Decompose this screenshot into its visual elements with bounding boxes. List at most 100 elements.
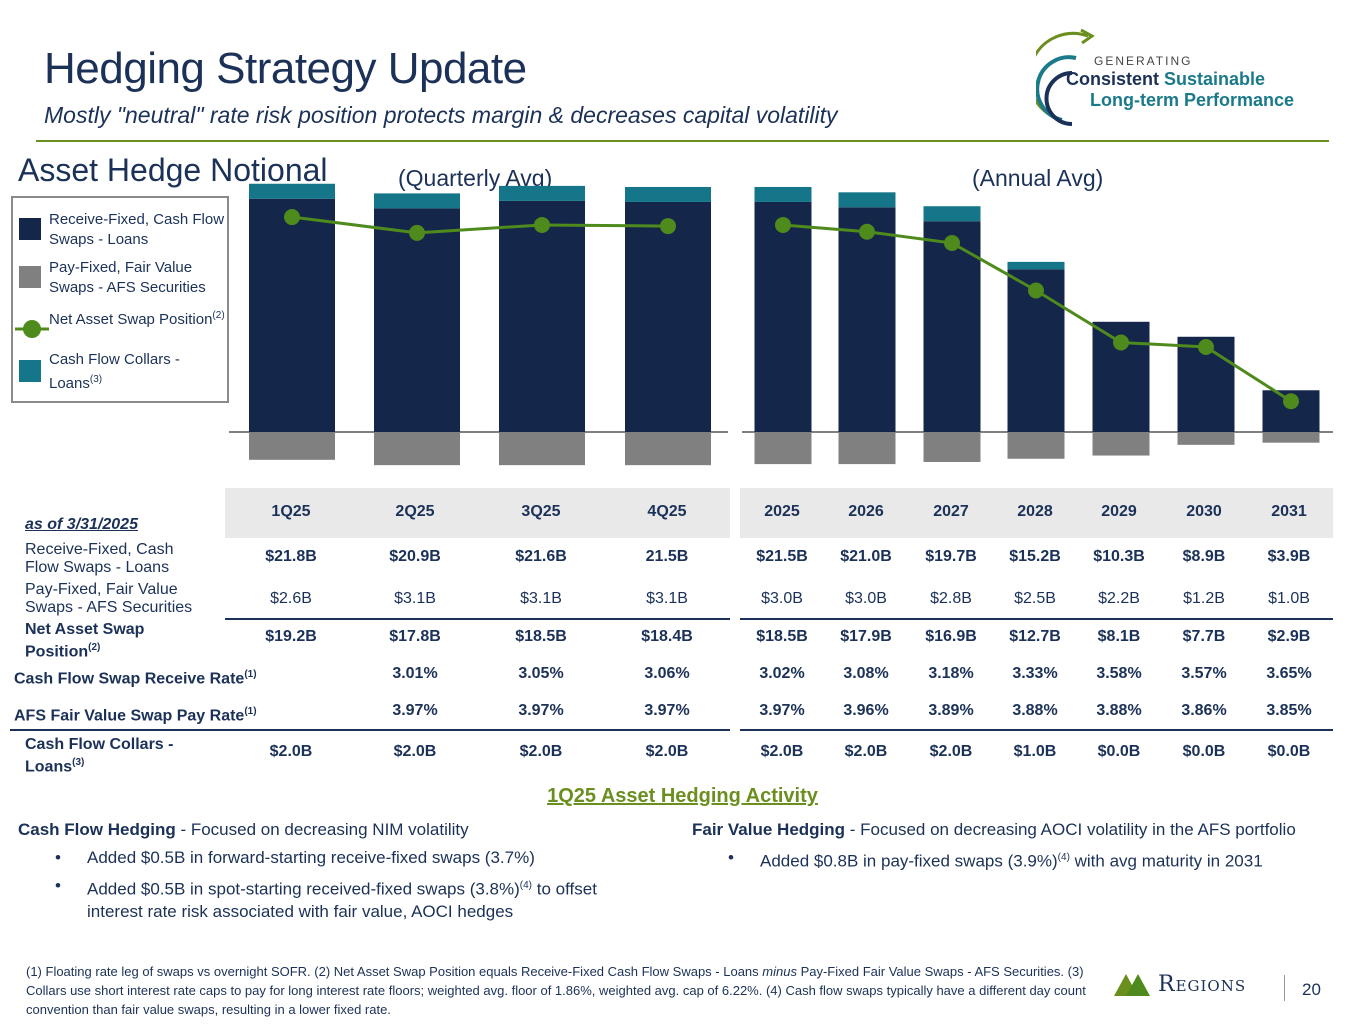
bar-collars-4Q25 [625,186,711,202]
net-point-1Q25 [284,209,300,226]
bar-collars-3Q25 [499,185,585,201]
table-cell: $10.3B [1093,548,1145,565]
net-point-2Q25 [409,224,425,241]
chart-title: Asset Hedge Notional [18,152,328,188]
legend-label-receive-fixed: Receive-Fixed, Cash Flow Swaps - Loans [49,211,225,248]
table-cell: $3.0B [845,590,887,607]
table-row-label: Cash Flow Swap Receive Rate(1) [14,669,257,688]
page-number: 20 [1302,980,1321,999]
table-cell: 3.08% [843,665,889,682]
bar-pay-fixed-2026 [838,432,896,465]
bar-pay-fixed-2029 [1092,432,1150,456]
table-cell: 3.86% [1181,702,1227,719]
table-cell: 3.33% [1012,665,1058,682]
table-row-label: AFS Fair Value Swap Pay Rate(1) [14,706,257,725]
tagline-sustainable: Sustainable [1164,69,1266,89]
table-cell: $1.0B [1268,590,1310,607]
bullet-dot: • [728,848,734,867]
bar-receive-fixed-1Q25 [249,198,335,432]
table-cell: 3.06% [644,665,690,682]
bar-pay-fixed-2025 [754,432,812,465]
table-cell: $1.2B [1183,590,1225,607]
bar-receive-fixed-2Q25 [374,208,460,432]
table-cell: $17.8B [389,628,441,645]
table-col-header: 2025 [764,503,800,520]
table-cell: $8.9B [1182,548,1226,565]
bar-receive-fixed-2026 [838,207,896,432]
table-header-annual-bg [740,488,1333,538]
net-point-2031 [1283,393,1299,410]
table-cell: $2.0B [844,743,888,760]
table-cell: $0.0B [1182,743,1226,760]
table-col-header: 1Q25 [271,503,311,520]
net-point-2028 [1028,282,1044,299]
table-cell: $18.5B [515,628,567,645]
table-cell: 3.58% [1096,665,1142,682]
table-cell: $2.0B [269,743,313,760]
net-point-3Q25 [534,216,550,233]
tagline-consistent-sustainable: Consistent Sustainable [1066,69,1265,90]
table-cell: $20.9B [389,548,441,565]
table-cell: 3.01% [392,665,438,682]
legend-label-pay-fixed: Pay-Fixed, Fair Value Swaps - AFS Securi… [49,259,206,296]
as-of-date: as of 3/31/2025 [25,516,138,533]
bar-receive-fixed-3Q25 [499,200,585,432]
table-cell: $18.5B [756,628,808,645]
cash-flow-hedging-heading: Cash Flow Hedging - Focused on decreasin… [18,820,469,839]
bar-pay-fixed-2Q25 [374,432,460,466]
table-cell: 3.18% [928,665,974,682]
table-cell: 3.88% [1012,702,1058,719]
table-col-header: 2Q25 [395,503,435,520]
table-cell: $12.7B [1009,628,1061,645]
table-cell: 3.96% [843,702,889,719]
table-cell: $21.5B [756,548,808,565]
table-row-label: Net Asset Swap Position(2) [25,621,145,661]
bar-pay-fixed-2028 [1007,432,1065,459]
table-col-header: 2028 [1017,503,1053,520]
bar-collars-2Q25 [374,193,460,209]
table-col-header: 2027 [933,503,969,520]
tagline-consistent: Consistent [1066,69,1160,89]
header-divider [36,140,1329,142]
table-cell: 3.85% [1266,702,1312,719]
legend-marker-net-position [15,320,49,338]
table-cell: 3.97% [392,702,438,719]
table-cell: $18.4B [641,628,693,645]
table-cell: $2.2B [1098,590,1140,607]
table-cell: $17.9B [840,628,892,645]
table-cell: $3.1B [520,590,562,607]
table-cell: 3.97% [644,702,690,719]
table-cell: $3.1B [646,590,688,607]
table-cell: 3.88% [1096,702,1142,719]
table-cell: $21.0B [840,548,892,565]
table-cell: $21.8B [265,548,317,565]
table-cell: $19.2B [265,628,317,645]
bar-pay-fixed-3Q25 [499,432,585,466]
table-cell: 3.65% [1266,665,1312,682]
table-cell: $19.7B [925,548,977,565]
page-subtitle: Mostly "neutral" rate risk position prot… [44,102,838,128]
table-cell: 21.5B [645,548,689,565]
table-col-header: 2029 [1101,503,1137,520]
legend-swatch-collars [19,360,41,382]
fair-value-hedging-heading: Fair Value Hedging - Focused on decreasi… [692,820,1296,839]
net-point-2027 [944,235,960,252]
table-row-label: Cash Flow Collars - Loans(3) [25,736,174,776]
bar-pay-fixed-2031 [1262,432,1320,443]
table-col-header: 2030 [1186,503,1222,520]
bar-collars-2028 [1007,261,1065,270]
table-cell: $0.0B [1267,743,1311,760]
net-point-4Q25 [660,218,676,235]
table-cell: $2.0B [645,743,689,760]
footer-separator [1284,975,1285,1001]
bar-collars-2027 [923,206,981,222]
table-cell: $3.1B [394,590,436,607]
bar-receive-fixed-2027 [923,221,981,432]
page-title: Hedging Strategy Update [44,44,527,93]
table-cell: $2.8B [930,590,972,607]
table-cell: $0.0B [1097,743,1141,760]
net-point-2026 [859,223,875,240]
table-cell: 3.05% [518,665,564,682]
table-cell: $2.0B [519,743,563,760]
table-row-label: Receive-Fixed, Cash Flow Swaps - Loans [25,541,174,576]
